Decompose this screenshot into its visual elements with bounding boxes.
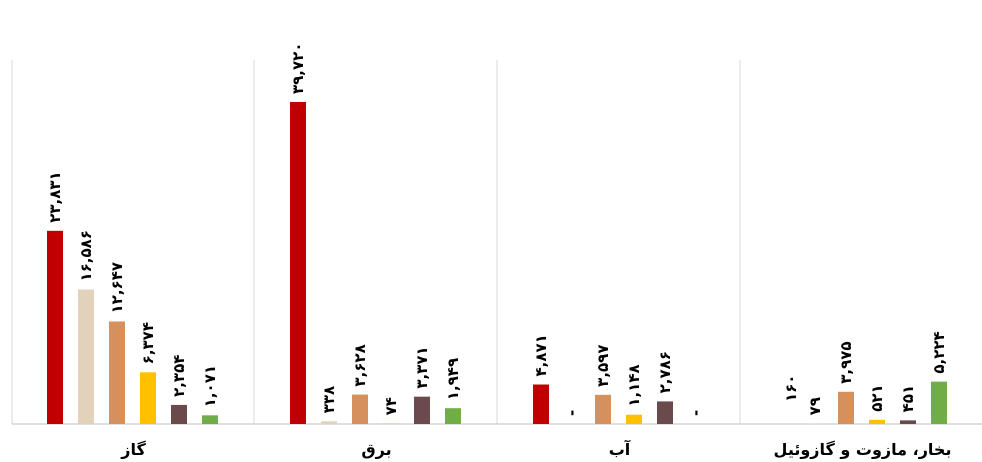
category-label-1: برق [361,440,391,459]
bar-s2-c0 [109,321,125,424]
data-label-s0-c2: ۴,۸۷۱ [532,334,550,376]
category-label-0: گاز [120,440,146,459]
data-label-s4-c2: ۲,۷۸۶ [656,351,674,393]
data-label-s3-c1: ۷۴ [382,397,400,415]
data-label-s2-c2: ۳,۵۹۷ [594,345,612,387]
bar-s3-c3 [869,419,885,424]
category-label-3: بخار، مازوت و گازوئیل [774,440,952,459]
bar-s4-c1 [414,396,430,424]
data-label-s3-c0: ۶,۳۷۴ [139,322,157,364]
data-label-s2-c3: ۳,۹۷۵ [837,341,855,383]
data-label-s5-c1: ۱,۹۴۹ [444,358,462,400]
bar-s4-c0 [171,404,187,424]
data-label-s1-c0: ۱۶,۵۸۶ [77,230,95,281]
data-label-s3-c3: ۵۲۱ [868,384,886,411]
bar-s1-c3 [807,423,823,424]
data-label-s1-c3: ۷۹ [806,397,824,415]
bar-s2-c1 [352,394,368,424]
data-label-s4-c3: ۴۵۱ [899,385,917,412]
bar-s2-c2 [595,394,611,424]
bar-s4-c3 [900,420,916,424]
bar-s2-c3 [838,391,854,424]
category-label-2: آب [609,439,631,459]
bar-s3-c2 [626,414,642,424]
bar-s0-c1 [290,102,306,424]
data-label-s2-c1: ۳,۶۲۸ [351,344,369,386]
bar-s5-c3 [931,381,947,424]
bar-s5-c0 [202,415,218,424]
data-label-s2-c0: ۱۲,۶۴۷ [108,262,126,313]
data-label-s5-c2: - [687,410,705,416]
bar-s0-c0 [47,230,63,424]
data-label-s1-c1: ۳۳۸ [320,386,338,413]
bar-s1-c1 [321,421,337,424]
bar-s0-c2 [533,384,549,424]
data-label-s1-c2: - [563,410,581,416]
data-label-s4-c0: ۲,۳۵۴ [170,355,188,397]
data-label-s5-c0: ۱,۰۷۱ [201,365,219,407]
bar-s3-c0 [140,372,156,424]
bar-s3-c1 [383,423,399,424]
data-label-s0-c0: ۲۳,۸۳۱ [46,171,64,222]
data-label-extra-0: ۱۶۰ [782,375,800,402]
data-label-s5-c3: ۵,۲۲۴ [930,331,948,373]
data-label-s3-c2: ۱,۱۴۸ [625,364,643,406]
bar-s4-c2 [657,401,673,424]
data-label-s0-c1: ۳۹,۷۲۰ [289,43,307,94]
bar-s1-c0 [78,289,94,424]
bar-s5-c1 [445,408,461,424]
data-label-s4-c1: ۳,۳۷۱ [413,346,431,388]
